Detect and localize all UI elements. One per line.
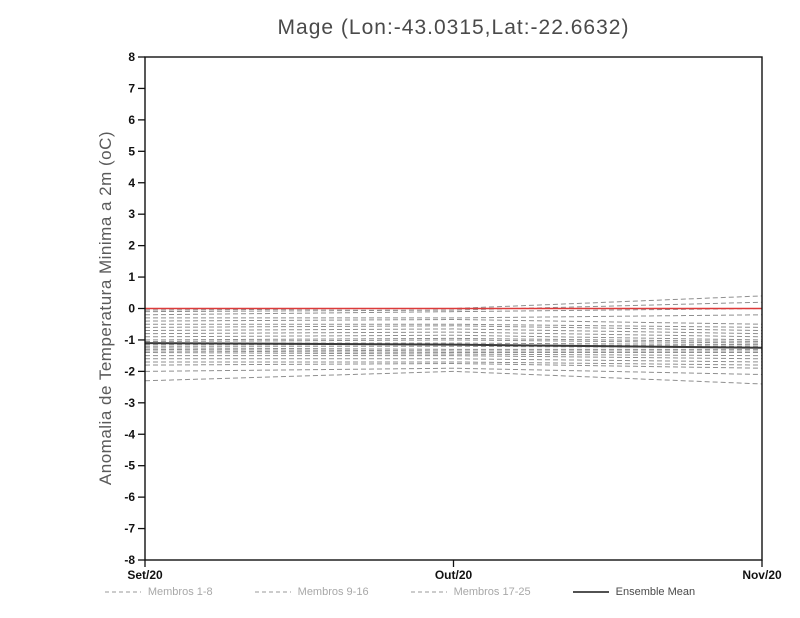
member-line xyxy=(144,334,763,341)
chart-title: Mage (Lon:-43.0315,Lat:-22.6632) xyxy=(277,16,630,39)
legend-item: Membros 9-16 xyxy=(254,586,369,598)
x-tick-label: Out/20 xyxy=(435,568,473,582)
dashed-line-swatch-icon xyxy=(410,591,447,593)
ensemble-mean-line xyxy=(144,342,763,349)
y-axis: -8 -7 -6 -5 -4 -3 -2 -1 0 1 2 3 4 5 6 7 8 xyxy=(124,50,145,567)
member-line xyxy=(144,325,763,332)
member-line xyxy=(144,367,763,376)
y-tick-label: -8 xyxy=(124,553,135,567)
y-tick-label: 5 xyxy=(128,144,135,158)
member-line xyxy=(144,319,763,325)
x-tick-label: Set/20 xyxy=(127,568,163,582)
member-line xyxy=(145,314,763,319)
legend-label: Membros 17-25 xyxy=(453,586,531,598)
legend-item: Ensemble Mean xyxy=(572,586,696,598)
y-tick-label: -1 xyxy=(124,333,135,347)
legend-item: Membros 1-8 xyxy=(104,586,213,598)
legend-label: Membros 9-16 xyxy=(297,586,369,598)
y-tick-label: -4 xyxy=(124,427,135,441)
solid-line-swatch-icon xyxy=(572,591,609,593)
y-tick-label: -6 xyxy=(124,490,135,504)
y-tick-label: -5 xyxy=(124,459,135,473)
y-tick-label: 0 xyxy=(128,302,135,316)
member-line xyxy=(144,331,763,338)
member-line xyxy=(144,337,763,343)
y-tick-label: -2 xyxy=(124,364,135,378)
member-line xyxy=(145,358,763,363)
y-tick-label: 3 xyxy=(128,207,135,221)
member-line xyxy=(144,301,763,313)
legend-label: Ensemble Mean xyxy=(615,586,696,598)
x-axis: Set/20 Out/20 Nov/20 xyxy=(127,560,782,582)
legend-item: Membros 17-25 xyxy=(410,586,531,598)
member-line xyxy=(145,361,763,366)
x-tick-label: Nov/20 xyxy=(742,568,782,582)
member-line xyxy=(145,355,763,360)
dashed-line-swatch-icon xyxy=(254,591,291,593)
member-line xyxy=(144,308,763,316)
member-line xyxy=(144,352,763,357)
y-tick-label: 4 xyxy=(128,176,135,190)
member-line xyxy=(145,342,763,346)
y-tick-label: -3 xyxy=(124,396,135,410)
member-line xyxy=(144,350,762,354)
y-tick-label: -7 xyxy=(124,522,135,536)
member-line xyxy=(144,339,763,344)
member-line xyxy=(145,323,763,328)
member-line xyxy=(144,363,763,369)
y-tick-label: 7 xyxy=(128,81,135,95)
member-line xyxy=(144,348,762,352)
member-line xyxy=(144,328,763,335)
y-tick-label: 8 xyxy=(128,50,135,64)
legend: Membros 1-8 Membros 9-16 Membros 17-25 Ense… xyxy=(0,586,800,598)
legend-label: Membros 1-8 xyxy=(147,586,213,598)
member-line xyxy=(144,370,763,385)
member-line xyxy=(144,347,762,350)
dashed-line-swatch-icon xyxy=(104,591,141,593)
plot-frame xyxy=(144,56,763,561)
y-tick-label: 6 xyxy=(128,113,135,127)
y-tick-label: 2 xyxy=(128,239,135,253)
y-tick-label: 1 xyxy=(128,270,135,284)
